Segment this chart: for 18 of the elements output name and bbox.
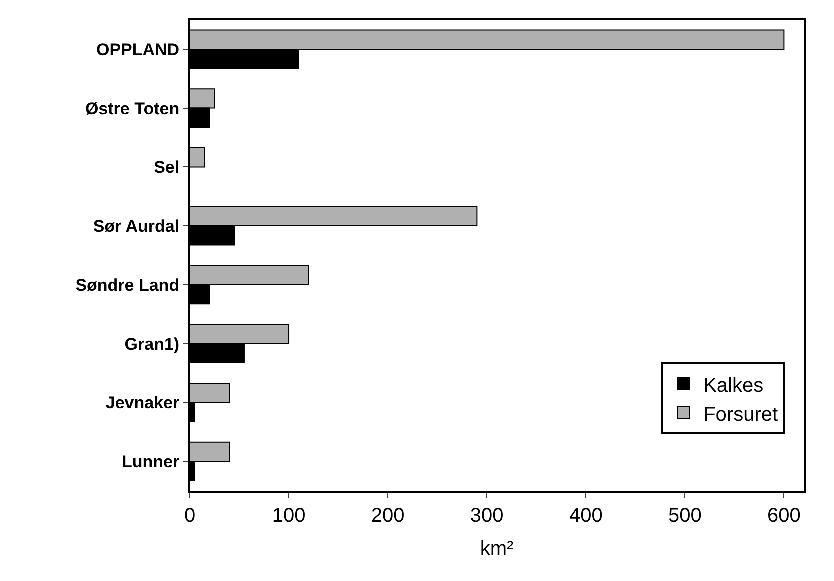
y-tick-label: OPPLAND — [96, 40, 180, 60]
x-tick-label: 400 — [569, 505, 603, 527]
x-tick-label: 300 — [470, 505, 504, 527]
y-tick-label: Østre Toten — [85, 99, 180, 118]
y-tick-label: Sør Aurdal — [93, 217, 180, 236]
y-tick-label: Gran1) — [124, 334, 180, 354]
x-tick-label: 0 — [184, 505, 196, 527]
x-tick-label: 100 — [272, 505, 306, 527]
x-axis-title: km² — [480, 538, 514, 560]
y-tick-label: Lunner — [122, 452, 180, 472]
legend-label: Kalkes — [704, 374, 764, 397]
x-tick-label: 200 — [371, 505, 405, 527]
y-tick-label: Sel — [154, 158, 180, 178]
x-tick-label: 600 — [768, 505, 801, 527]
x-tick-label: 500 — [668, 505, 702, 527]
legend-label: Forsuret — [704, 404, 778, 426]
y-tick-label: Søndre Land — [76, 276, 180, 295]
y-tick-label: Jevnaker — [106, 394, 180, 413]
